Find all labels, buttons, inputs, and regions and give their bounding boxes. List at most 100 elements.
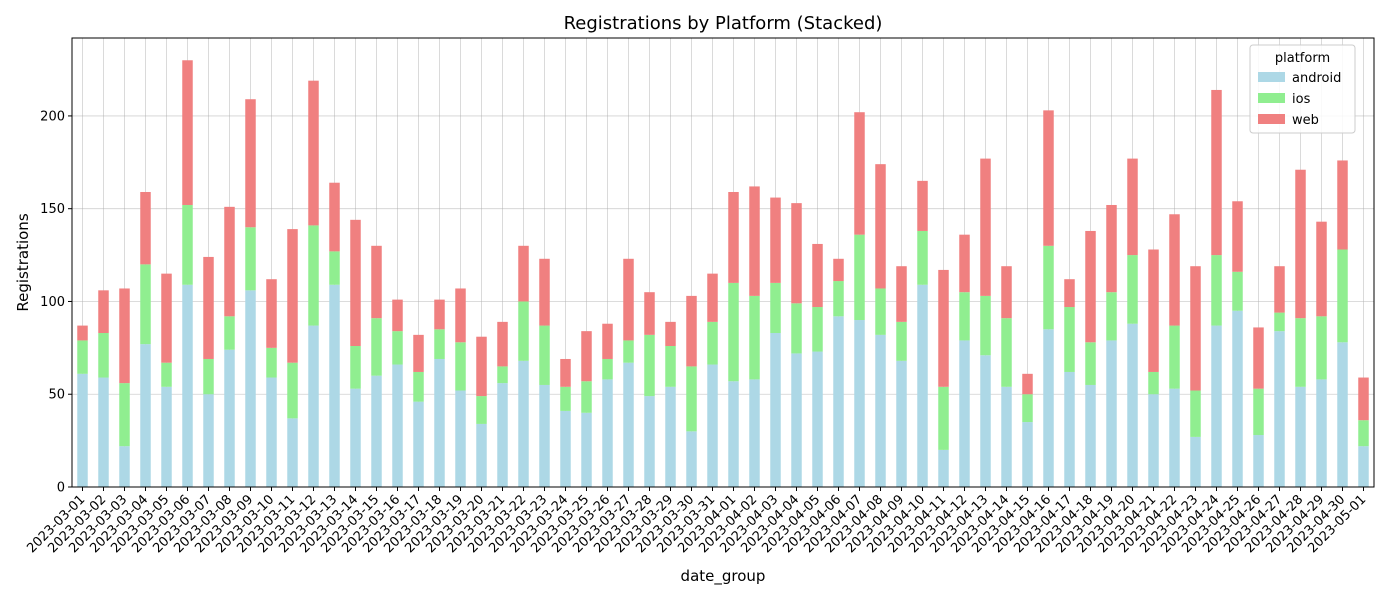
bar-web: [287, 229, 298, 363]
bar-web: [875, 164, 886, 289]
bar-android: [539, 384, 550, 487]
bar-ios: [1316, 316, 1327, 380]
bar-ios: [371, 318, 382, 376]
bar-web: [959, 234, 970, 293]
bar-ios: [1232, 271, 1243, 311]
bar-ios: [245, 227, 256, 291]
bar-android: [518, 360, 529, 487]
bars-layer: [77, 60, 1369, 487]
bar-android: [1169, 388, 1180, 487]
bar-ios: [1022, 394, 1033, 423]
bar-android: [938, 449, 949, 487]
bar-ios: [1169, 325, 1180, 389]
bar-web: [1148, 249, 1159, 372]
bar-web: [434, 299, 445, 330]
legend: platform android ios web: [1249, 44, 1356, 134]
y-tick-label: 0: [57, 481, 65, 496]
bar-web: [1127, 158, 1138, 256]
bar-ios: [1106, 292, 1117, 341]
bar-web: [1043, 110, 1054, 246]
bar-ios: [77, 340, 88, 374]
bar-ios: [434, 329, 445, 359]
bar-ios: [1064, 307, 1075, 372]
bar-web: [161, 273, 172, 363]
bar-ios: [1001, 318, 1012, 387]
bar-web: [1085, 230, 1096, 343]
bar-web: [728, 191, 739, 283]
bar-android: [1022, 422, 1033, 487]
bar-web: [665, 321, 676, 346]
y-tick-label: 100: [40, 295, 65, 310]
bar-android: [980, 355, 991, 487]
bar-android: [182, 284, 193, 487]
bar-ios: [896, 321, 907, 361]
bar-ios: [665, 345, 676, 387]
bar-ios: [413, 371, 424, 402]
bar-android: [560, 410, 571, 487]
bar-android: [1211, 325, 1222, 487]
bar-ios: [1190, 390, 1201, 437]
bar-android: [497, 383, 508, 487]
bar-ios: [1253, 388, 1264, 436]
bar-web: [350, 219, 361, 346]
bar-web: [770, 197, 781, 283]
plot-frame: [71, 37, 1375, 488]
bar-web: [1358, 377, 1369, 421]
y-tick-label: 50: [48, 388, 65, 403]
bar-android: [1337, 342, 1348, 487]
bar-ios: [938, 386, 949, 450]
bar-ios: [161, 362, 172, 387]
bar-ios: [875, 288, 886, 335]
bar-web: [140, 191, 151, 265]
bar-android: [1232, 310, 1243, 487]
bar-android: [1064, 371, 1075, 487]
bar-ios: [203, 358, 214, 395]
bar-web: [455, 288, 466, 343]
bar-ios: [917, 230, 928, 285]
bar-ios: [644, 334, 655, 397]
bar-web: [539, 258, 550, 326]
bar-web: [833, 258, 844, 282]
bar-web: [1106, 204, 1117, 293]
bar-android: [1127, 323, 1138, 487]
bar-ios: [1148, 371, 1159, 395]
bar-android: [77, 373, 88, 487]
bar-web: [938, 269, 949, 387]
bar-web: [791, 203, 802, 304]
bar-android: [1106, 340, 1117, 487]
bar-web: [686, 295, 697, 367]
bar-web: [1295, 169, 1306, 319]
bar-ios: [1337, 249, 1348, 343]
bar-android: [476, 423, 487, 487]
bar-ios: [1043, 245, 1054, 330]
bar-ios: [623, 340, 634, 363]
bar-ios: [392, 331, 403, 365]
bar-web: [119, 288, 130, 384]
bar-ios: [686, 366, 697, 432]
bar-web: [308, 80, 319, 226]
bar-ios: [560, 386, 571, 411]
bar-web: [896, 266, 907, 322]
y-axis-label: Registrations: [14, 213, 32, 311]
bar-android: [1001, 386, 1012, 487]
bar-ios: [728, 282, 739, 382]
bar-web: [392, 299, 403, 332]
bar-ios: [350, 345, 361, 389]
bar-android: [455, 390, 466, 487]
bar-android: [434, 358, 445, 487]
bar-ios: [1085, 342, 1096, 385]
bar-android: [1043, 329, 1054, 487]
bar-android: [140, 344, 151, 487]
legend-title: platform: [1275, 51, 1330, 66]
bar-android: [119, 446, 130, 487]
bar-web: [1211, 89, 1222, 256]
bar-android: [728, 381, 739, 487]
bar-web: [980, 158, 991, 296]
bar-ios: [959, 292, 970, 341]
legend-items: android ios web: [1258, 71, 1341, 128]
bar-android: [161, 386, 172, 487]
bar-android: [581, 412, 592, 487]
bar-android: [833, 316, 844, 487]
bar-android: [686, 431, 697, 487]
bar-android: [644, 396, 655, 487]
